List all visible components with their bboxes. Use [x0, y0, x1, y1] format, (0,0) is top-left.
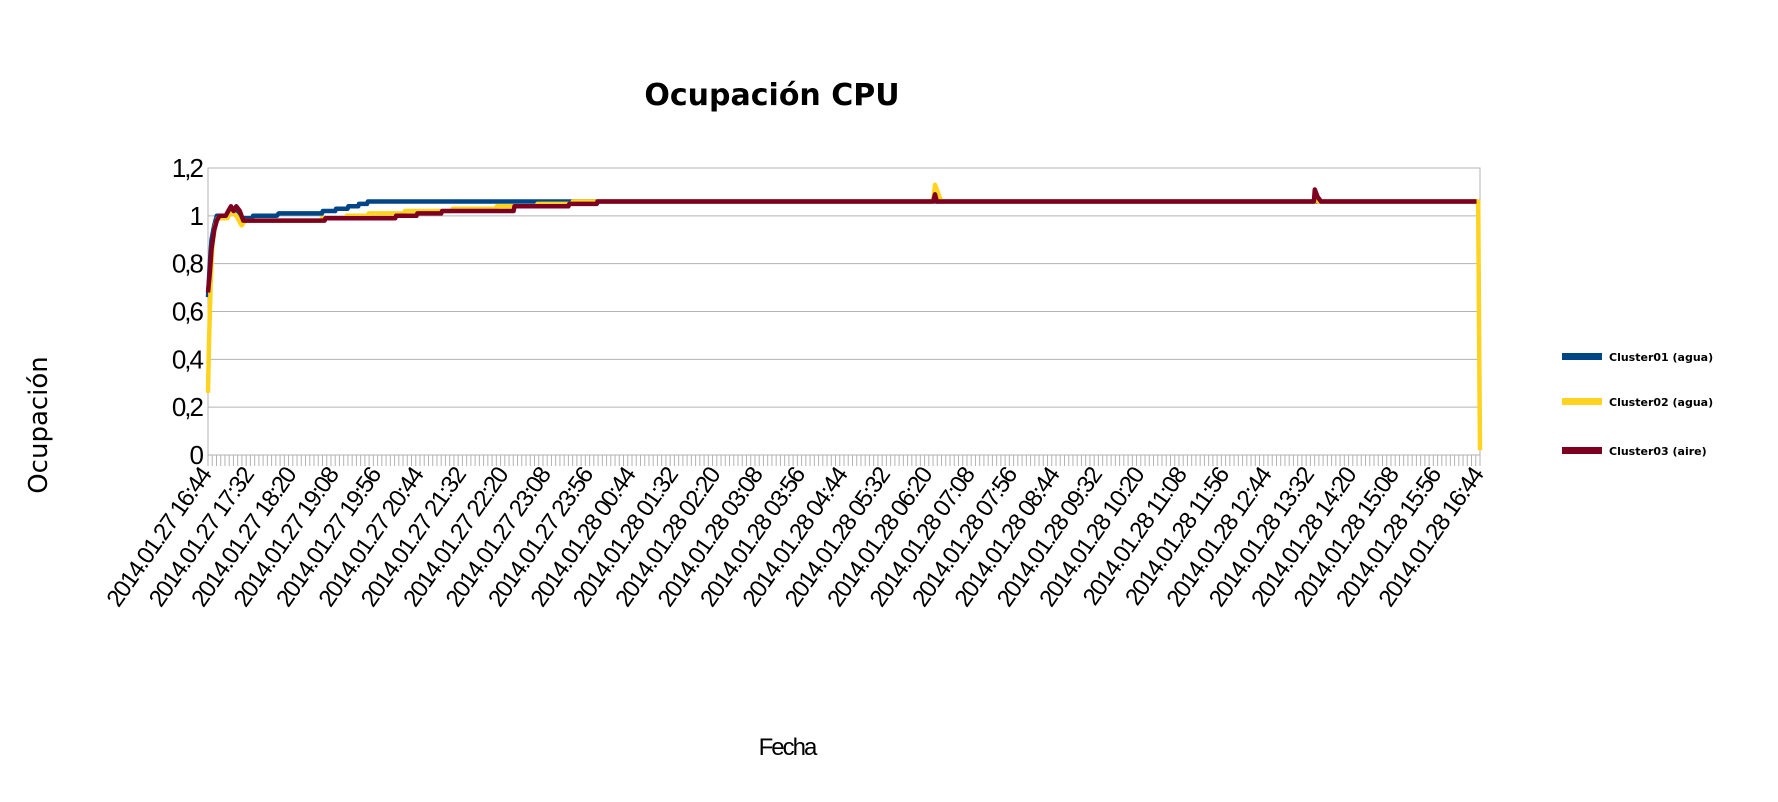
- legend-label: Cluster02 (agua): [1609, 396, 1713, 409]
- y-tick-label: 1,2: [172, 153, 204, 183]
- y-tick-label: 0,2: [172, 392, 204, 422]
- legend-swatch: [1562, 447, 1602, 454]
- legend: Cluster01 (agua) Cluster02 (agua) Cluster0…: [1562, 351, 1713, 458]
- x-minor-ticks: [207, 455, 1481, 466]
- chart-title: Ocupación CPU: [644, 78, 899, 113]
- y-axis-label: Ocupación: [24, 356, 54, 494]
- grid: [207, 167, 1481, 456]
- legend-label: Cluster01 (agua): [1609, 351, 1713, 364]
- y-tick-labels: 0 0,2 0,4 0,6 0,8 1 1,2: [172, 153, 206, 470]
- series-lines: [205, 182, 1483, 451]
- series-line-2: [205, 182, 1483, 451]
- legend-swatch: [1562, 353, 1602, 360]
- x-axis-label: Fecha: [759, 734, 818, 761]
- y-tick-label: 0,4: [172, 344, 204, 374]
- y-tick-label: 0: [190, 440, 204, 470]
- y-tick-label: 0,6: [172, 297, 204, 327]
- legend-swatch: [1562, 398, 1602, 405]
- y-tick-label: 0,8: [172, 249, 204, 279]
- series-line-3: [205, 187, 1477, 293]
- y-tick-label: 1: [190, 201, 204, 231]
- legend-label: Cluster03 (aire): [1609, 445, 1707, 458]
